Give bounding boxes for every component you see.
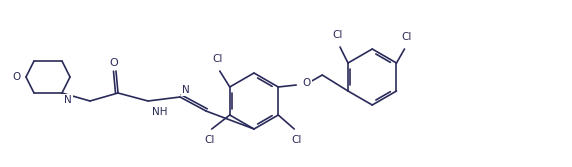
- Text: Cl: Cl: [205, 135, 215, 145]
- Text: Cl: Cl: [291, 135, 301, 145]
- Text: O: O: [110, 58, 118, 68]
- Text: O: O: [302, 78, 311, 88]
- Text: Cl: Cl: [333, 30, 343, 40]
- Text: N: N: [182, 85, 190, 95]
- Text: Cl: Cl: [213, 54, 223, 64]
- Text: O: O: [13, 72, 21, 82]
- Text: Cl: Cl: [402, 32, 412, 42]
- Text: NH: NH: [152, 107, 168, 117]
- Text: N: N: [64, 95, 72, 105]
